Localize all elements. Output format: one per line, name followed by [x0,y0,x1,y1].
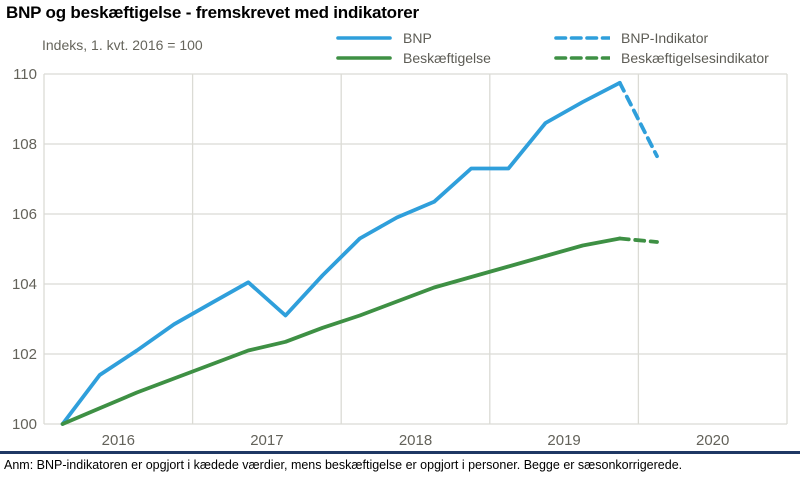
x-tick-label: 2016 [102,432,135,449]
legend-line-dashed-blue-icon [554,36,610,40]
legend-item-bnp-indikator: BNP-Indikator [554,30,708,46]
legend-line-dashed-green-icon [554,56,610,60]
series-line-bnp-indikator [617,80,659,159]
axis-unit-label: Indeks, 1. kvt. 2016 = 100 [42,37,203,53]
y-tick-label: 110 [13,66,37,83]
legend-label: BNP-Indikator [621,30,709,46]
series-line-besk-ftigelsesindikator [617,236,659,244]
legend-line-solid-blue-icon [336,36,392,40]
legend-item-beskaeftigelse: Beskæftigelse [336,50,491,66]
legend-label: Beskæftigelse [403,50,491,66]
legend-item-beskaeftigelsesindikator: Beskæftigelsesindikator [554,50,769,66]
legend-item-bnp: BNP [336,30,432,46]
x-tick-label: 2020 [696,432,729,449]
footer-separator-line [0,451,800,454]
footnote: Anm: BNP-indikatoren er opgjort i kædede… [4,458,683,472]
series-line-bnp [60,80,622,426]
legend-label: Beskæftigelsesindikator [621,50,769,66]
line-chart-canvas: 100 102 104 106 108 110 2016 2017 2018 2019 2020 [12,66,788,449]
x-tick-label: 2017 [250,432,283,449]
y-tick-label: 106 [12,206,37,223]
page-title: BNP og beskæftigelse - fremskrevet med i… [6,3,419,22]
y-tick-label: 100 [12,416,37,433]
legend-line-solid-green-icon [336,56,392,60]
y-tick-label: 108 [12,136,37,153]
x-tick-label: 2019 [547,432,580,449]
series-line-besk-ftigelse [60,236,622,426]
legend-label: BNP [403,30,432,46]
y-tick-label: 102 [12,346,37,363]
x-tick-label: 2018 [399,432,432,449]
y-tick-label: 104 [12,276,37,293]
